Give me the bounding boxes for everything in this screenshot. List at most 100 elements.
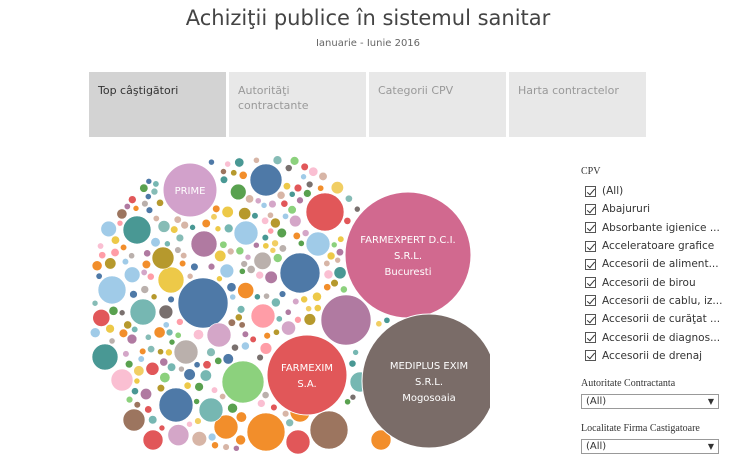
contractor-bubble[interactable]	[121, 258, 130, 266]
contractor-bubble[interactable]	[246, 412, 286, 452]
contractor-bubble[interactable]	[170, 225, 179, 234]
contractor-bubble[interactable]	[206, 347, 216, 357]
contractor-bubble[interactable]	[192, 329, 204, 341]
contractor-bubble[interactable]	[193, 361, 201, 369]
contractor-bubble[interactable]	[165, 328, 174, 337]
contractor-bubble[interactable]	[303, 189, 312, 198]
contractor-bubble[interactable]	[158, 304, 174, 320]
contractor-bubble[interactable]	[91, 260, 103, 272]
contractor-bubble[interactable]	[153, 326, 166, 339]
contractor-bubble[interactable]	[305, 305, 313, 313]
tab-top-castigatori[interactable]: Top câştigători	[89, 72, 226, 137]
contractor-bubble[interactable]	[263, 292, 270, 300]
contractor-bubble[interactable]	[237, 282, 255, 299]
contractor-bubble[interactable]	[105, 323, 115, 334]
contractor-bubble[interactable]	[300, 173, 307, 181]
contractor-bubble[interactable]	[220, 168, 227, 175]
contractor-bubble[interactable]	[275, 315, 283, 323]
contractor-bubble[interactable]	[145, 178, 153, 185]
contractor-bubble[interactable]	[271, 239, 279, 248]
contractor-bubble[interactable]	[289, 214, 302, 228]
contractor-bubble[interactable]	[230, 183, 247, 201]
contractor-bubble[interactable]	[276, 227, 287, 239]
contractor-bubble[interactable]	[305, 231, 331, 257]
contractor-bubble[interactable]	[256, 353, 264, 362]
contractor-bubble[interactable]	[264, 270, 278, 284]
contractor-bubble[interactable]	[260, 201, 268, 209]
contractor-bubble[interactable]	[221, 360, 265, 404]
contractor-bubble[interactable]	[186, 272, 194, 280]
contractor-bubble[interactable]	[119, 243, 128, 252]
contractor-bubble[interactable]	[140, 388, 153, 401]
contractor-bubble[interactable]	[164, 240, 171, 248]
checkbox[interactable]	[585, 203, 596, 215]
contractor-bubble[interactable]	[174, 246, 182, 254]
contractor-bubble[interactable]	[144, 193, 152, 200]
contractor-bubble[interactable]	[312, 291, 322, 302]
cpv-option[interactable]: Accesorii de birou	[581, 273, 731, 291]
contractor-bubble[interactable]	[128, 252, 136, 260]
contractor-bubble[interactable]	[285, 418, 294, 428]
bubble-circle[interactable]	[162, 162, 218, 218]
contractor-bubble[interactable]	[158, 424, 166, 432]
contractor-bubble[interactable]	[143, 249, 152, 258]
contractor-bubble[interactable]	[236, 305, 246, 314]
contractor-bubble[interactable]	[219, 392, 227, 400]
contractor-bubble[interactable]	[235, 434, 246, 446]
contractor-bubble[interactable]	[249, 335, 257, 343]
contractor-bubble[interactable]	[263, 332, 271, 340]
contractor-bubble[interactable]	[352, 349, 359, 356]
contractor-bubble[interactable]	[177, 277, 229, 329]
contractor-bubble[interactable]	[292, 231, 301, 240]
contractor-bubble[interactable]	[344, 194, 353, 203]
contractor-bubble[interactable]	[126, 333, 138, 345]
contractor-bubble[interactable]	[144, 333, 152, 341]
contractor-bubble[interactable]	[216, 275, 223, 283]
contractor-bubble[interactable]	[118, 328, 129, 338]
contractor-bubble[interactable]	[318, 171, 328, 181]
contractor-bubble[interactable]	[141, 259, 152, 270]
contractor-bubble[interactable]	[229, 293, 237, 301]
contractor-bubble-labeled[interactable]: FARMEXPERT D.C.I. S.R.L. Bucuresti	[344, 191, 472, 319]
contractor-bubble[interactable]	[90, 327, 101, 339]
contractor-bubble[interactable]	[253, 156, 260, 164]
contractor-bubble[interactable]	[238, 170, 248, 180]
locality-select[interactable]: (All) ▼	[581, 439, 719, 454]
contractor-bubble[interactable]	[91, 343, 119, 371]
contractor-bubble[interactable]	[142, 429, 164, 451]
contractor-bubble[interactable]	[179, 259, 187, 268]
contractor-bubble[interactable]	[91, 299, 99, 307]
contractor-bubble[interactable]	[305, 180, 314, 189]
contractor-bubble[interactable]	[251, 212, 259, 220]
contractor-bubble[interactable]	[100, 220, 117, 238]
contractor-bubble[interactable]	[330, 181, 344, 195]
contractor-bubble[interactable]	[118, 309, 126, 317]
contractor-bubble[interactable]	[344, 398, 351, 406]
contractor-bubble[interactable]	[320, 294, 372, 346]
cpv-filter-list[interactable]: (All) Abajururi Absorbante igienice ... …	[581, 182, 731, 372]
contractor-bubble[interactable]	[254, 197, 262, 205]
contractor-bubble[interactable]	[219, 263, 235, 279]
contractor-bubble[interactable]	[309, 410, 349, 450]
bubble-circle[interactable]	[266, 334, 348, 416]
contractor-bubble[interactable]	[157, 220, 171, 233]
contractor-bubble[interactable]	[180, 251, 188, 260]
contractor-bubble[interactable]	[272, 253, 283, 263]
contractor-bubble[interactable]	[152, 214, 160, 222]
contractor-bubble[interactable]	[241, 330, 249, 338]
contractor-bubble[interactable]	[133, 365, 145, 377]
checkbox[interactable]	[585, 313, 596, 325]
contractor-bubble[interactable]	[270, 217, 281, 229]
contractor-bubble[interactable]	[131, 325, 139, 334]
contractor-bubble[interactable]	[219, 175, 229, 184]
contractor-bubble[interactable]	[253, 251, 272, 270]
contractor-bubble[interactable]	[272, 155, 283, 165]
contractor-bubble[interactable]	[300, 162, 309, 171]
contractor-bubble[interactable]	[194, 382, 204, 392]
contractor-bubble[interactable]	[231, 343, 239, 352]
contractor-bubble[interactable]	[353, 205, 361, 213]
contractor-bubble[interactable]	[201, 218, 211, 228]
contractor-bubble[interactable]	[165, 348, 173, 357]
contractor-bubble[interactable]	[133, 377, 141, 385]
contractor-bubble[interactable]	[252, 241, 260, 249]
